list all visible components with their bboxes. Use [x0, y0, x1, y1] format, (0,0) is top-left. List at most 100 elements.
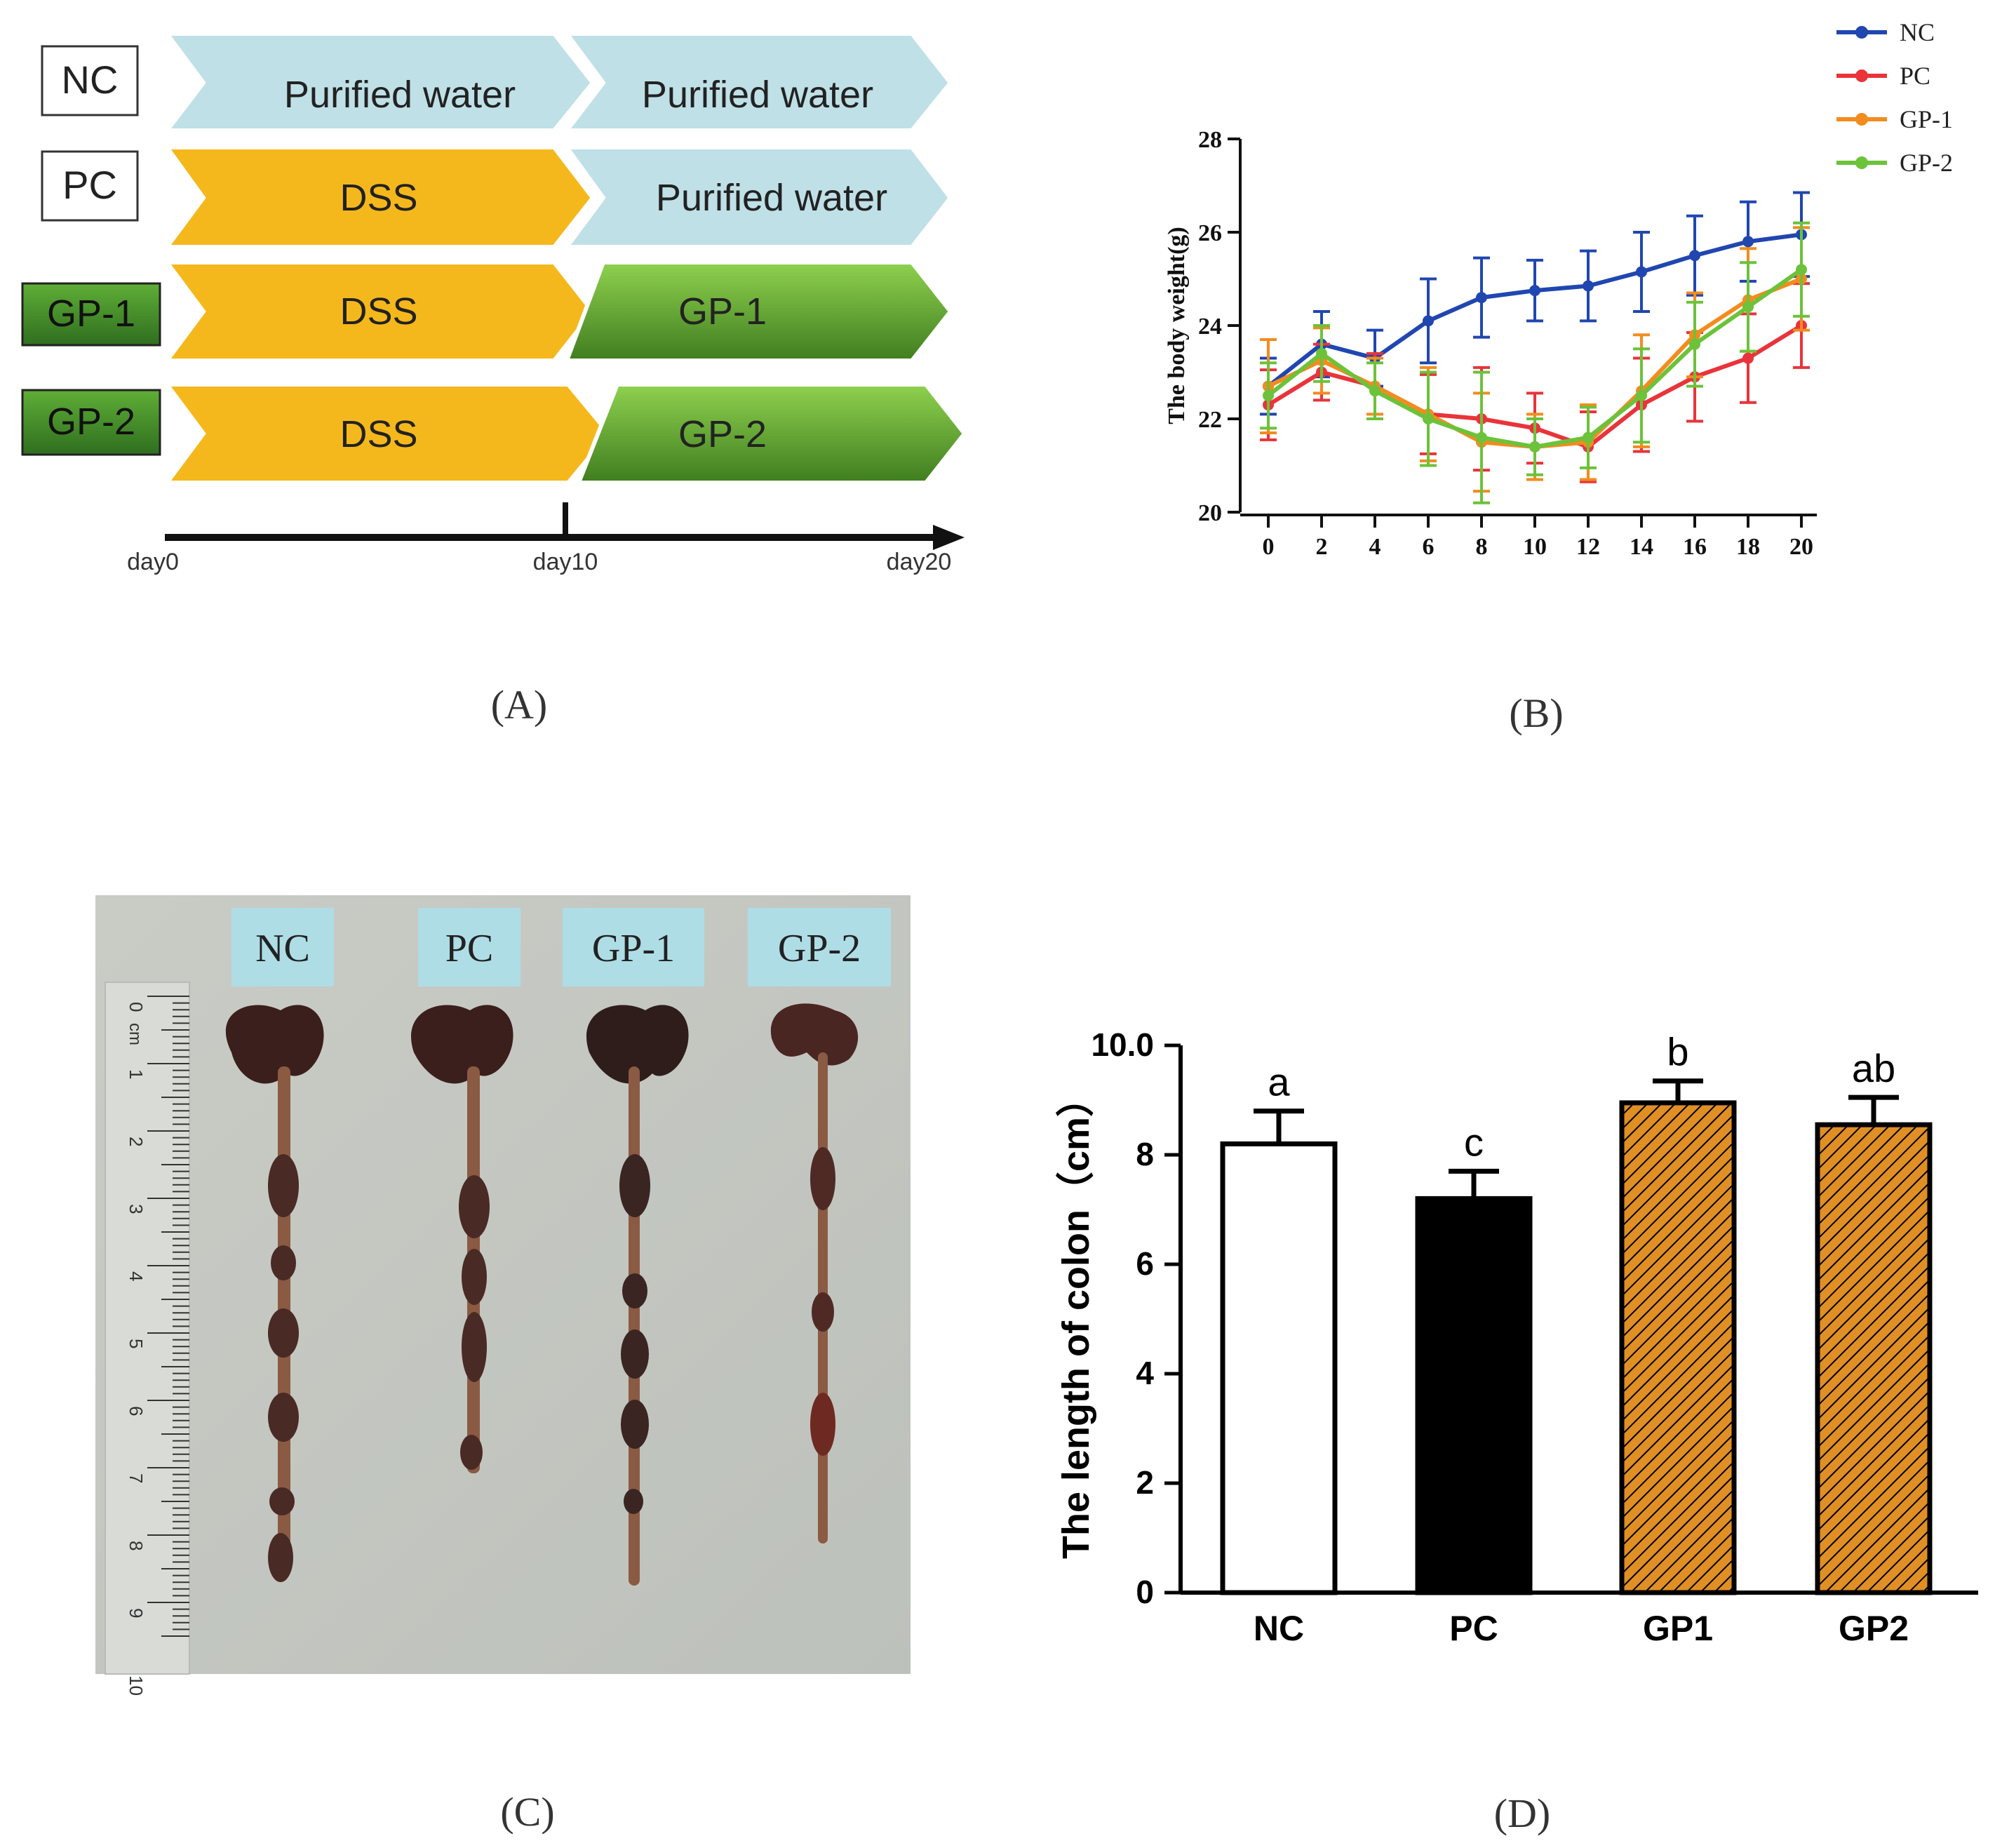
b-legend: NC PC GP-1 GP-2 — [1836, 18, 1953, 177]
b-point-gp-2 — [1796, 264, 1807, 276]
arrow-pc-phase1 — [163, 145, 596, 249]
b-point-nc — [1689, 250, 1700, 262]
photo-label-box-gp2 — [748, 908, 891, 986]
b-xtick-8: 8 — [1476, 534, 1488, 560]
d-letter-gp2: ab — [1852, 1046, 1895, 1090]
d-ytick-2: 2 — [1136, 1464, 1154, 1501]
b-ytick-26: 26 — [1198, 220, 1222, 246]
b-xtick-20: 20 — [1789, 534, 1813, 560]
photo-label-box-pc — [418, 908, 520, 986]
d-ytick-4: 4 — [1136, 1355, 1154, 1391]
d-bar-gp2 — [1815, 1122, 1933, 1595]
photo-label-nc: NC — [255, 927, 310, 970]
b-legend-marker-pc — [1855, 69, 1868, 82]
ruler-label-1: 1 — [126, 1069, 147, 1079]
d-category-gp1: GP1 — [1643, 1609, 1713, 1648]
panel-d-colon-length-chart: 0 2 4 6 8 10.0 The length of colon（cm） a NC c PC b… — [1055, 1026, 1978, 1836]
b-legend-label-pc: PC — [1900, 62, 1930, 90]
b-xtick-18: 18 — [1736, 534, 1760, 560]
group-label-box-gp2 — [21, 389, 161, 456]
b-point-gp-2 — [1263, 389, 1274, 401]
b-xtick-4: 4 — [1369, 534, 1381, 560]
ruler — [105, 982, 190, 1675]
b-xtick-12: 12 — [1576, 534, 1600, 560]
photo-label-box-nc — [231, 908, 334, 986]
caption-c: (C) — [500, 1789, 554, 1835]
ruler-unit: cm — [126, 1023, 145, 1045]
pc-phase1-label: DSS — [340, 177, 417, 219]
colon-specimen-pc — [411, 1005, 513, 1473]
d-ytick-8: 8 — [1136, 1136, 1154, 1172]
d-letter-pc: c — [1464, 1120, 1484, 1164]
d-y-axis-title: The length of colon（cm） — [1055, 1079, 1097, 1559]
d-category-gp2: GP2 — [1839, 1609, 1909, 1648]
panel-a-schedule: NC Purified water Purified water PC DSS … — [21, 32, 967, 728]
b-ytick-28: 28 — [1198, 127, 1222, 153]
b-legend-label-gp-2: GP-2 — [1900, 149, 1953, 177]
colon-specimen-gp2 — [770, 1003, 859, 1544]
caption-d: (D) — [1494, 1790, 1551, 1836]
colon-specimen-nc — [225, 1005, 324, 1582]
b-point-gp-2 — [1583, 431, 1594, 443]
timeline-arrowhead — [933, 525, 965, 550]
b-point-gp-2 — [1742, 301, 1754, 313]
d-ytick-6: 6 — [1136, 1245, 1154, 1282]
b-point-nc — [1529, 285, 1540, 297]
b-xtick-2: 2 — [1316, 534, 1328, 560]
b-ytick-24: 24 — [1198, 314, 1222, 340]
ruler-label-10: 10 — [126, 1675, 147, 1696]
d-axes: 0 2 4 6 8 10.0 The length of colon（cm） — [1055, 1026, 1978, 1610]
d-bar-group-pc: c PC — [1415, 1120, 1533, 1648]
b-legend-marker-nc — [1855, 26, 1868, 39]
b-legend-label-gp-1: GP-1 — [1900, 105, 1953, 133]
photo-label-gp2: GP-2 — [778, 927, 861, 970]
b-legend-marker-gp-1 — [1855, 113, 1868, 126]
ruler-label-7: 7 — [126, 1473, 147, 1483]
arrow-nc-phase1 — [162, 32, 596, 133]
colon-specimen-gp1 — [586, 1005, 689, 1586]
photo-label-pc: PC — [445, 927, 494, 970]
caption-a: (A) — [491, 682, 548, 728]
d-bar-gp1 — [1619, 1100, 1737, 1595]
arrow-nc-phase2 — [562, 32, 953, 133]
d-category-nc: NC — [1254, 1609, 1304, 1648]
panel-c-colon-photo: 0 1 2 3 4 5 6 7 8 9 10 cm NC PC GP-1 GP-2 — [95, 895, 911, 1835]
photo-label-gp1: GP-1 — [592, 927, 675, 970]
arrow-pc-phase2 — [563, 145, 953, 249]
b-point-nc — [1423, 315, 1434, 327]
photo-label-box-gp1 — [563, 908, 704, 986]
ruler-label-9: 9 — [126, 1608, 147, 1618]
timeline-end: day20 — [887, 549, 952, 575]
nc-phase2-label: Purified water — [642, 74, 873, 116]
b-point-gp-2 — [1529, 441, 1540, 453]
ruler-label-3: 3 — [126, 1204, 147, 1214]
gp2-phase2-label: GP-2 — [678, 413, 767, 455]
b-series-gp-2 — [1260, 221, 1810, 504]
ruler-label-2: 2 — [126, 1137, 147, 1146]
d-bar-group-gp2: ab GP2 — [1815, 1046, 1933, 1648]
caption-b: (B) — [1509, 690, 1563, 736]
group-label-nc: NC — [62, 58, 119, 102]
d-bar-nc — [1220, 1141, 1338, 1595]
group-label-box-pc — [41, 150, 139, 222]
d-letter-gp1: b — [1667, 1030, 1688, 1074]
b-point-gp-2 — [1689, 338, 1700, 350]
b-xtick-0: 0 — [1263, 534, 1275, 560]
ruler-label-6: 6 — [126, 1406, 147, 1416]
arrow-gp2-phase2 — [575, 382, 967, 485]
b-legend-label-nc: NC — [1900, 18, 1935, 46]
b-point-gp-2 — [1423, 413, 1434, 424]
b-point-nc — [1636, 266, 1647, 278]
pc-phase2-label: Purified water — [656, 177, 887, 219]
ruler-label-8: 8 — [126, 1541, 147, 1551]
b-legend-marker-gp-2 — [1855, 156, 1868, 169]
b-point-nc — [1583, 280, 1594, 292]
ruler-label-0: 0 — [126, 1002, 147, 1012]
ruler-label-5: 5 — [126, 1339, 147, 1348]
d-category-pc: PC — [1449, 1609, 1498, 1648]
b-xtick-10: 10 — [1523, 534, 1547, 560]
b-y-axis-title: The body weight(g) — [1164, 227, 1190, 424]
arrow-gp2-phase1 — [163, 382, 612, 485]
